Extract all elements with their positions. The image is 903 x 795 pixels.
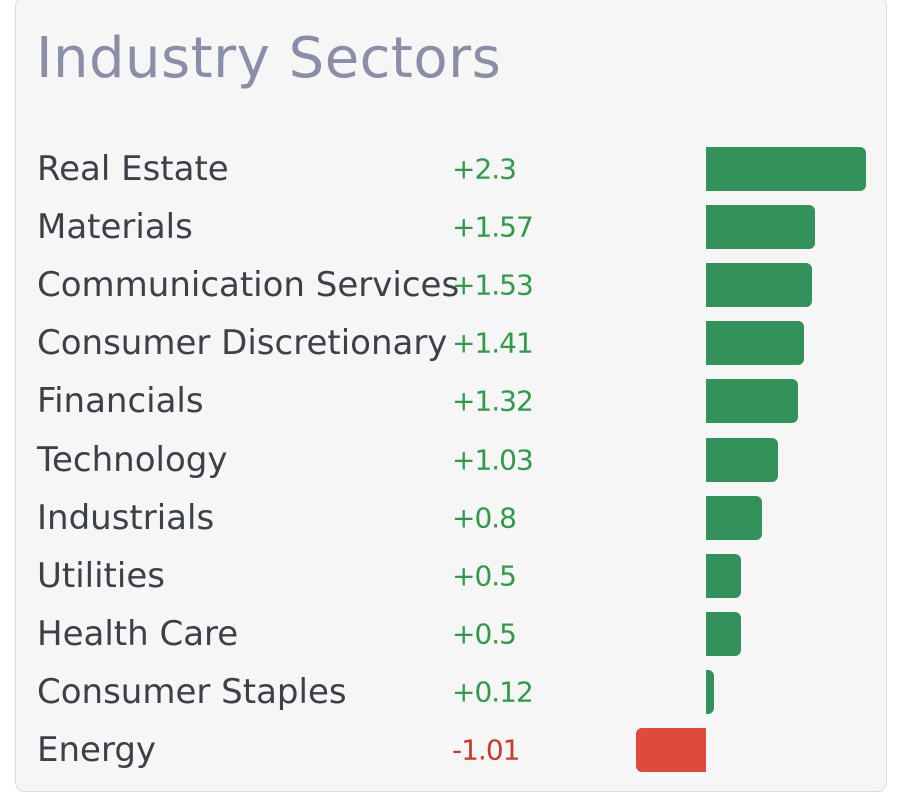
sector-label: Utilities	[37, 555, 165, 596]
sector-row: Energy -1.01	[0, 721, 903, 779]
chart-title: Industry Sectors	[36, 26, 502, 91]
sector-value-label: +1.53	[452, 268, 534, 302]
sector-value-label: +0.5	[452, 559, 517, 593]
sector-value-label: +0.12	[452, 675, 534, 709]
sector-value-label: +1.41	[452, 326, 534, 360]
sector-label: Real Estate	[37, 149, 229, 189]
sector-row: Consumer Staples +0.12	[0, 663, 903, 721]
sector-label: Consumer Staples	[37, 671, 347, 712]
sector-bar	[706, 205, 816, 250]
sector-value-label: -1.01	[452, 733, 520, 767]
sector-row: Utilities +0.5	[0, 547, 903, 605]
sector-bar	[706, 553, 741, 598]
sector-row: Communication Services +1.53	[0, 256, 903, 314]
sector-label: Consumer Discretionary	[37, 323, 448, 364]
sector-label: Energy	[37, 730, 157, 770]
sector-row: Industrials +0.8	[0, 489, 903, 547]
sector-bar	[706, 437, 778, 482]
sector-value-label: +1.32	[452, 384, 534, 418]
sector-bar	[706, 147, 866, 191]
sector-label: Industrials	[37, 497, 215, 538]
sector-label: Health Care	[37, 613, 239, 654]
sector-row: Real Estate +2.3	[0, 140, 903, 198]
sector-value-label: +2.3	[452, 152, 517, 186]
sector-row: Materials +1.57	[0, 198, 903, 256]
sector-bar	[706, 321, 805, 366]
sector-value-label: +0.8	[452, 501, 517, 535]
sector-row: Health Care +0.5	[0, 605, 903, 663]
sector-label: Communication Services	[37, 265, 460, 306]
sector-label: Financials	[37, 381, 204, 422]
sector-value-label: +1.03	[452, 443, 534, 476]
sector-value-label: +1.57	[452, 210, 534, 244]
sector-bar	[706, 611, 741, 656]
sector-bar	[706, 263, 813, 308]
sector-row: Consumer Discretionary +1.41	[0, 314, 903, 372]
sector-row: Technology +1.03	[0, 431, 903, 489]
sector-label: Technology	[37, 439, 228, 480]
sector-bar	[635, 728, 706, 772]
sector-bar	[706, 495, 762, 540]
sector-value-label: +0.5	[452, 617, 517, 651]
sector-label: Materials	[37, 207, 193, 248]
sector-bar	[706, 669, 715, 714]
sector-row: Financials +1.32	[0, 372, 903, 430]
sector-bar	[706, 379, 798, 424]
